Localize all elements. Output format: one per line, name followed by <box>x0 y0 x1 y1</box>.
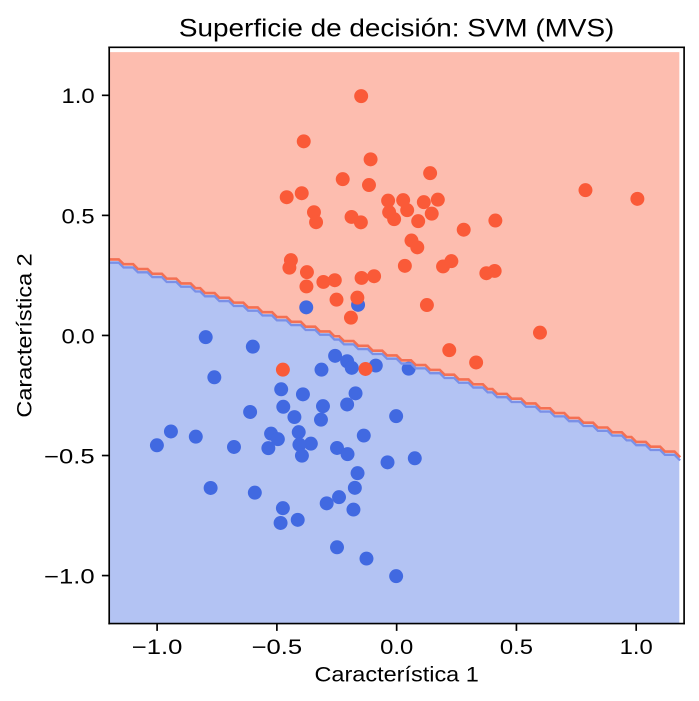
svg-text:−1.0: −1.0 <box>44 565 95 588</box>
svg-text:Característica 1: Característica 1 <box>314 664 478 687</box>
svg-text:−0.5: −0.5 <box>44 445 95 468</box>
svg-text:Característica 2: Característica 2 <box>13 253 36 417</box>
svg-text:0.0: 0.0 <box>61 325 94 348</box>
svg-text:Superficie de decisión: SVM (M: Superficie de decisión: SVM (MVS) <box>179 14 614 42</box>
svg-text:0.0: 0.0 <box>380 636 413 659</box>
svg-text:0.5: 0.5 <box>500 636 533 659</box>
svg-text:0.5: 0.5 <box>61 205 94 228</box>
svg-text:−0.5: −0.5 <box>252 636 303 659</box>
svg-text:1.0: 1.0 <box>620 636 653 659</box>
svg-text:1.0: 1.0 <box>61 85 94 108</box>
svg-text:−1.0: −1.0 <box>132 636 183 659</box>
